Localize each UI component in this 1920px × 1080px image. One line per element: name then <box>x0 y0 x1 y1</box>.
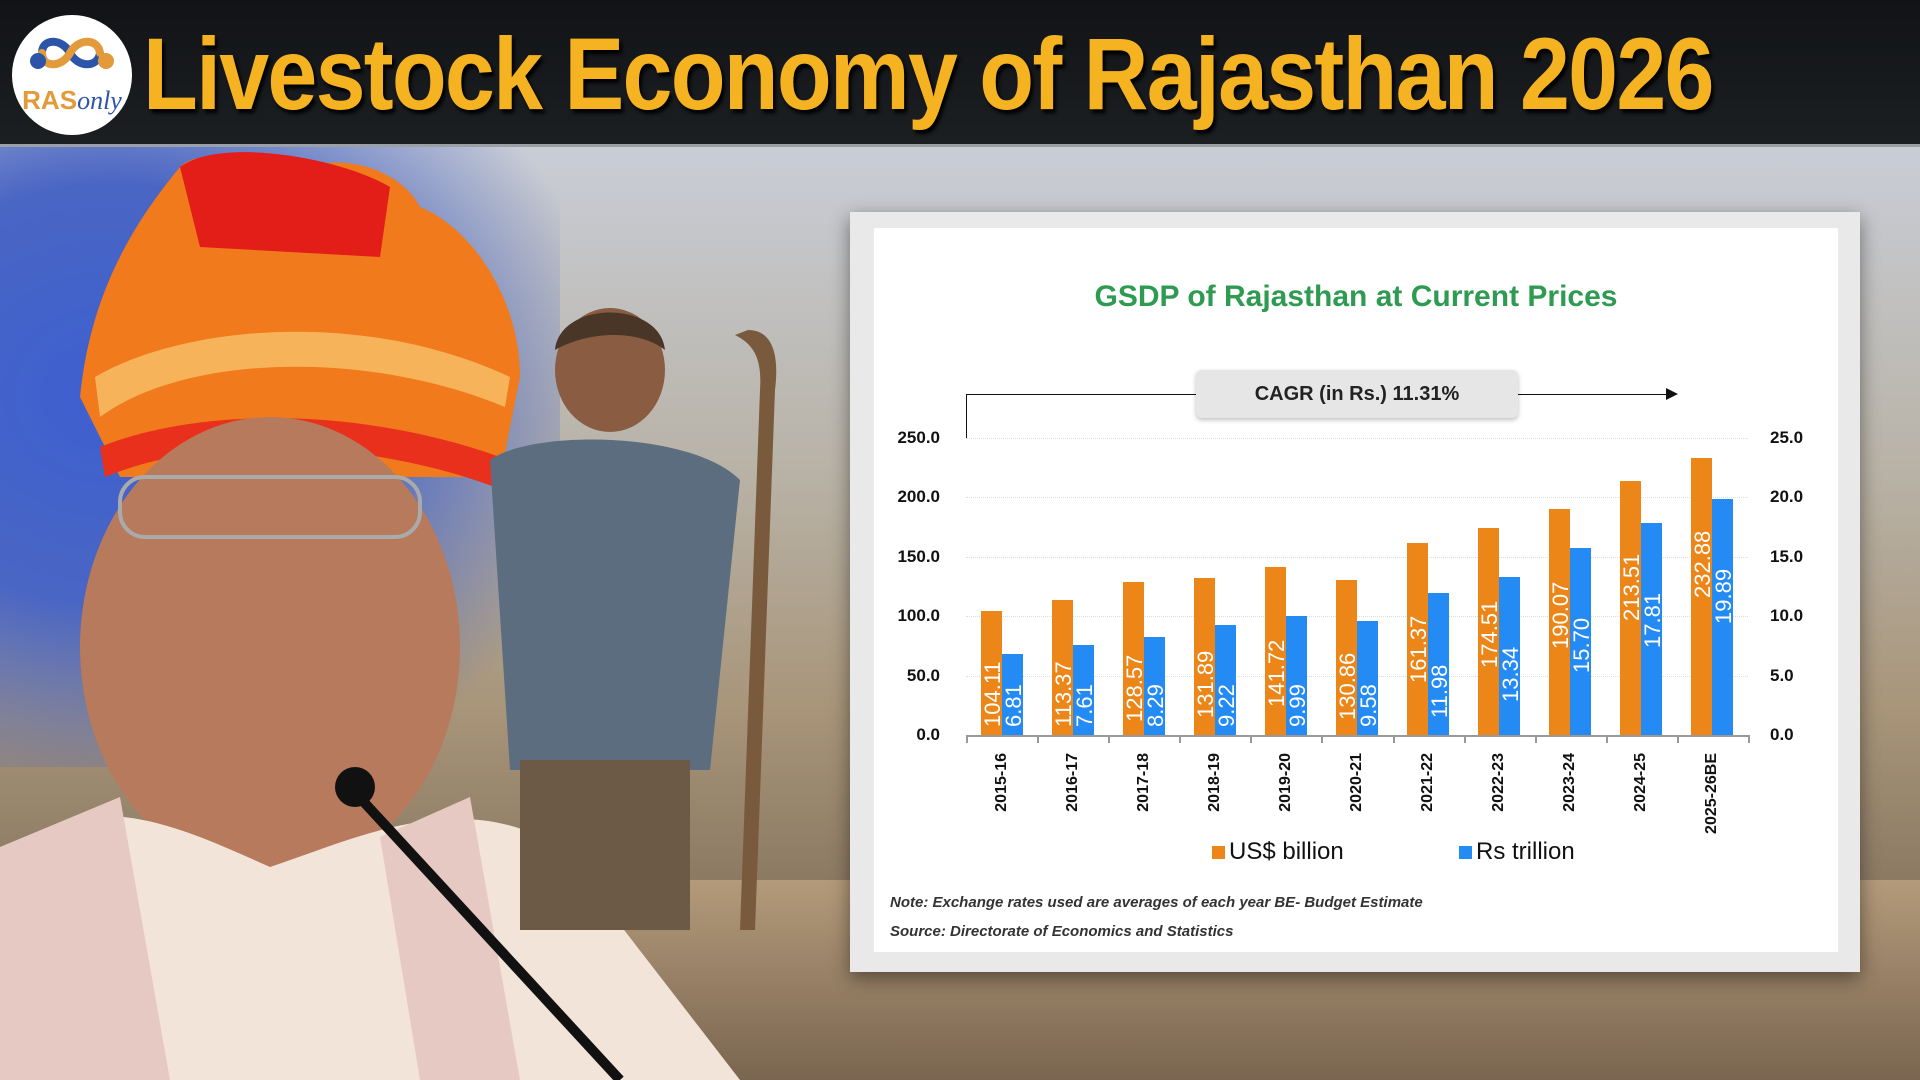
bar-rs[interactable]: 9.58 <box>1356 621 1381 735</box>
y-tick-left: 250.0 <box>897 428 940 447</box>
bar-usd[interactable]: 213.51 <box>1619 481 1644 735</box>
bar-value-label: 7.61 <box>1071 684 1097 727</box>
y-tick-right: 20.0 <box>1770 487 1804 507</box>
y-tick-right: 10.0 <box>1770 606 1804 626</box>
bar-value-label: 6.81 <box>1000 684 1026 727</box>
x-tick <box>1676 735 1679 743</box>
chart-note: Note: Exchange rates used are averages o… <box>890 894 1423 911</box>
chart-panel: GSDP of Rajasthan at Current Prices CAGR… <box>874 228 1838 952</box>
legend-usd[interactable]: US$ billion <box>1212 838 1344 866</box>
bar-value-label: 9.22 <box>1213 684 1239 727</box>
bar-rs[interactable]: 7.61 <box>1072 644 1097 735</box>
bar-value-label: 15.70 <box>1569 618 1595 674</box>
bar-value-label: 13.34 <box>1498 646 1524 702</box>
bar-usd[interactable]: 141.72 <box>1264 566 1289 735</box>
bar-usd[interactable]: 174.51 <box>1477 527 1502 735</box>
legend-swatch-blue <box>1459 846 1472 860</box>
x-tick <box>1748 735 1750 743</box>
x-tick <box>1108 735 1111 743</box>
x-axis-label: 2025-26BE <box>1703 753 1721 834</box>
x-tick <box>1534 735 1537 743</box>
y-tick-left: 50.0 <box>906 665 940 685</box>
chart-title: GSDP of Rajasthan at Current Prices <box>1094 280 1618 313</box>
bar-usd[interactable]: 190.07 <box>1548 509 1573 735</box>
y-tick-right: 5.0 <box>1770 665 1794 685</box>
page-title: Livestock Economy of Rajasthan 2026 <box>143 17 1714 131</box>
bar-usd[interactable]: 232.88 <box>1690 458 1715 735</box>
gridline <box>966 497 1748 499</box>
bar-rs[interactable]: 8.29 <box>1143 636 1168 735</box>
cagr-arrow-right-line <box>1518 394 1668 395</box>
bar-usd[interactable]: 161.37 <box>1406 543 1431 735</box>
x-tick <box>1250 735 1253 743</box>
bar-rs[interactable]: 19.89 <box>1711 498 1736 735</box>
logo-text-ras: RAS <box>22 85 78 115</box>
x-tick <box>1392 735 1395 743</box>
chart-card: GSDP of Rajasthan at Current Prices CAGR… <box>850 212 1860 972</box>
legend-rs-label: Rs trillion <box>1476 838 1575 865</box>
header-bar: RASonly Livestock Economy of Rajasthan 2… <box>0 0 1920 147</box>
gridline <box>966 616 1748 618</box>
y-tick-left: 150.0 <box>897 546 940 566</box>
y-tick-right: 25.0 <box>1770 428 1804 447</box>
bar-value-label: 9.58 <box>1356 684 1381 727</box>
bar-usd[interactable]: 131.89 <box>1193 578 1218 735</box>
chart-source: Source: Directorate of Economics and Sta… <box>890 923 1234 940</box>
logo-wordmark: RASonly <box>12 85 132 116</box>
legend-rs[interactable]: Rs trillion <box>1459 838 1575 866</box>
gridline <box>966 556 1748 558</box>
bar-rs[interactable]: 9.99 <box>1285 616 1310 735</box>
gridline <box>966 438 1748 439</box>
legend-usd-label: US$ billion <box>1229 838 1344 865</box>
bar-usd[interactable]: 113.37 <box>1051 600 1076 735</box>
bar-rs[interactable]: 9.22 <box>1214 625 1239 735</box>
bar-rs[interactable]: 17.81 <box>1640 523 1665 735</box>
x-tick <box>1605 735 1608 743</box>
x-axis-label: 2016-17 <box>1063 753 1081 812</box>
bar-usd[interactable]: 104.11 <box>980 611 1005 735</box>
x-tick <box>1179 735 1182 743</box>
cagr-arrow-drop-line <box>966 394 967 439</box>
bar-rs[interactable]: 6.81 <box>1001 654 1026 735</box>
x-axis-label: 2021-22 <box>1419 753 1437 812</box>
x-tick <box>966 735 968 743</box>
x-axis <box>966 735 1748 737</box>
bar-usd[interactable]: 128.57 <box>1122 582 1147 735</box>
shepherd-boy-photo <box>490 308 777 930</box>
rasonly-logo[interactable]: RASonly <box>12 15 132 135</box>
bar-rs[interactable]: 11.98 <box>1427 592 1452 735</box>
x-tick <box>1463 735 1466 743</box>
bar-rs[interactable]: 13.34 <box>1498 576 1523 735</box>
bar-usd[interactable]: 130.86 <box>1335 579 1360 735</box>
bar-rs[interactable]: 15.70 <box>1569 548 1594 735</box>
y-tick-left: 200.0 <box>897 487 940 507</box>
x-axis-label: 2024-25 <box>1632 753 1650 812</box>
bar-value-label: 8.29 <box>1142 684 1168 727</box>
x-axis-label: 2017-18 <box>1134 753 1152 812</box>
x-tick <box>1037 735 1040 743</box>
x-tick <box>1321 735 1324 743</box>
y-tick-left: 0.0 <box>916 725 940 744</box>
cagr-arrow-left-line <box>966 394 1196 395</box>
bar-value-label: 11.98 <box>1427 664 1453 718</box>
x-axis-label: 2020-21 <box>1348 753 1365 812</box>
cagr-annotation: CAGR (in Rs.) 11.31% <box>1196 370 1518 418</box>
bar-value-label: 9.99 <box>1284 684 1310 727</box>
bar-value-label: 17.81 <box>1640 593 1666 649</box>
y-tick-right: 15.0 <box>1770 546 1804 566</box>
legend-swatch-orange <box>1212 846 1225 860</box>
arrow-right-icon <box>1666 388 1678 400</box>
x-axis-label: 2015-16 <box>992 753 1010 812</box>
y-tick-left: 100.0 <box>897 606 940 626</box>
bar-value-label: 19.89 <box>1711 568 1737 624</box>
logo-text-only: only <box>77 86 122 115</box>
y-tick-right: 0.0 <box>1770 725 1794 744</box>
infinity-loop-icon <box>30 37 114 69</box>
